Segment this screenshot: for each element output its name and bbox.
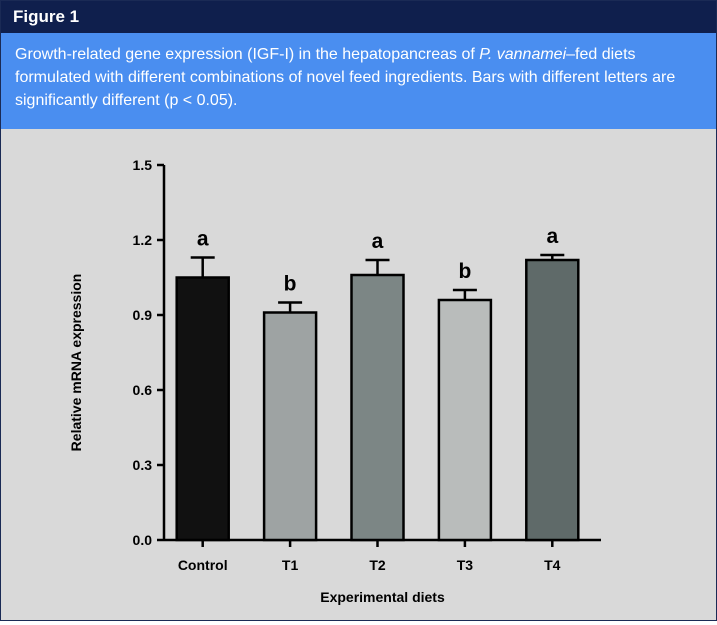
bar-chart: 0.0 0.3 0.6 0.9 1.2 1.5 a Control b T1 a T2 b T3 a T4 Ex… (68, 157, 601, 605)
figure-header: Figure 1 (1, 1, 716, 33)
bar-t1 (262, 311, 318, 542)
figure-caption: Growth-related gene expression (IGF-I) i… (15, 43, 705, 112)
y-tick-label: 0.9 (133, 307, 153, 323)
bar-control (175, 276, 230, 542)
significance-letter: b (458, 260, 471, 283)
caption-text-end: –fed diets formulated with different com… (15, 46, 676, 109)
chart-area: 0.0 0.3 0.6 0.9 1.2 1.5 a Control b T1 a T2 b T3 a T4 Ex… (1, 129, 716, 620)
significance-letter: b (284, 273, 297, 296)
x-tick-label: T3 (457, 557, 474, 573)
y-tick-label: 0.6 (133, 382, 153, 398)
caption-box: Growth-related gene expression (IGF-I) i… (1, 33, 716, 129)
y-tick-label: 0.3 (133, 457, 153, 473)
caption-species: P. vannamei (479, 46, 567, 63)
x-axis-title: Experimental diets (320, 589, 445, 605)
significance-letter: a (546, 225, 558, 248)
caption-text-start: Growth-related gene expression (IGF-I) i… (15, 46, 480, 63)
figure-label: Figure 1 (13, 7, 80, 26)
bar-t3 (437, 298, 493, 542)
x-tick-label: T1 (282, 557, 299, 573)
y-axis-title: Relative mRNA expression (68, 274, 84, 452)
significance-letter: a (372, 230, 384, 253)
y-tick-label: 0.0 (133, 532, 153, 548)
x-tick-label: Control (178, 557, 228, 573)
x-tick-label: T2 (369, 557, 386, 573)
significance-letter: a (197, 228, 209, 251)
y-tick-label: 1.2 (133, 232, 153, 248)
x-tick-label: T4 (544, 557, 561, 573)
bar-t2 (350, 273, 405, 542)
y-tick-label: 1.5 (133, 157, 153, 173)
bar-t4 (525, 258, 580, 542)
